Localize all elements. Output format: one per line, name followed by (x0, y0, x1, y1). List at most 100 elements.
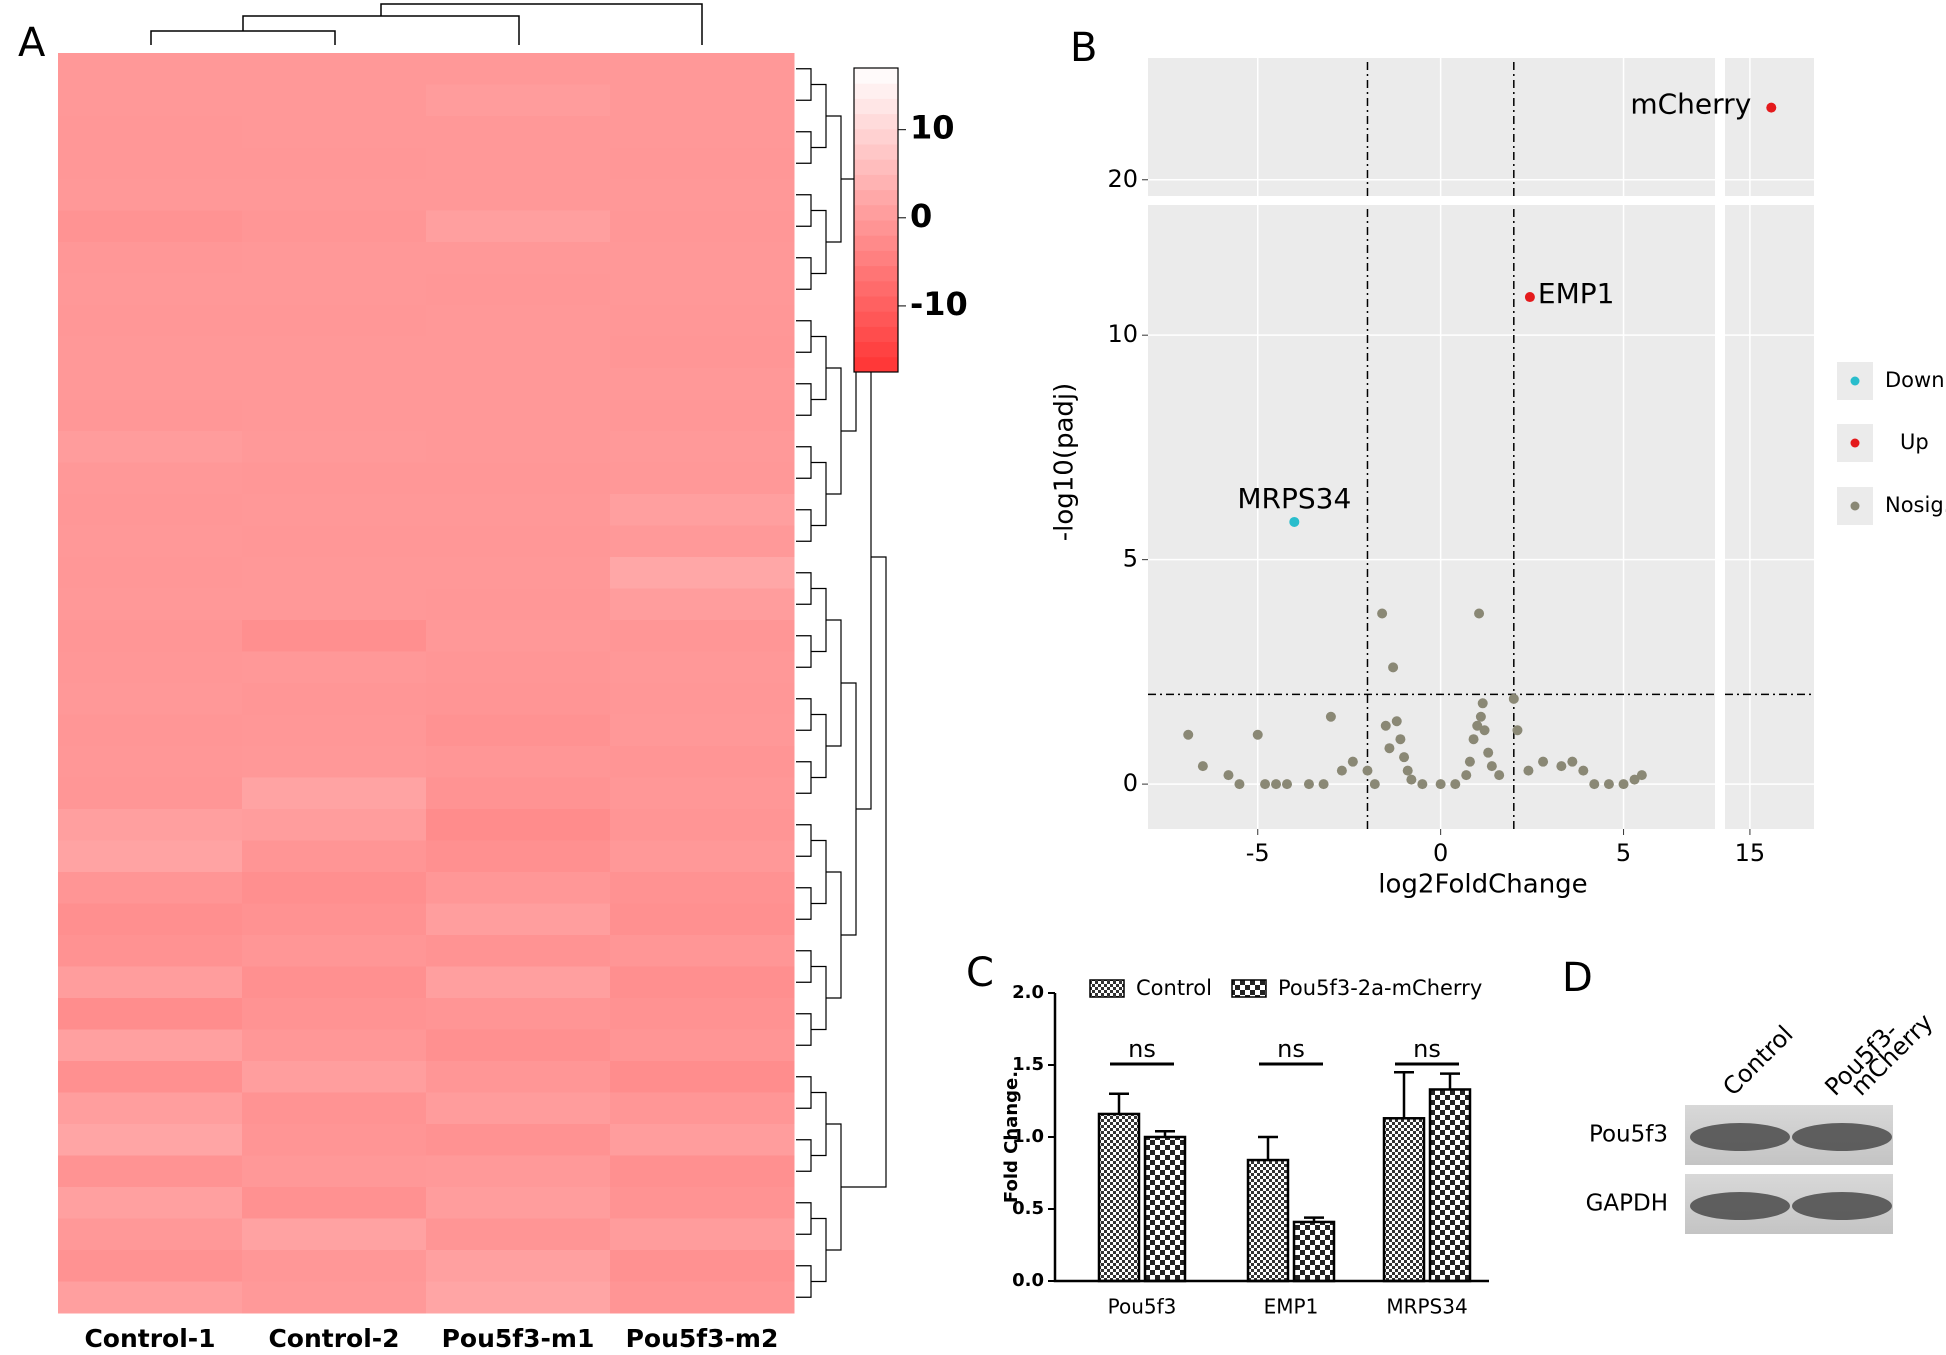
heatmap-cell (58, 683, 243, 715)
heatmap-cell (58, 651, 243, 684)
heatmap-cell (610, 1029, 795, 1062)
heatmap-cell (58, 746, 243, 778)
colorbar-step (854, 83, 898, 99)
point (1477, 698, 1488, 709)
heatmap-cell (58, 998, 243, 1030)
row-dendrogram (796, 257, 812, 290)
y-tick-label: 2.0 (1012, 982, 1044, 1003)
row-dendrogram (811, 587, 827, 653)
heatmap-cell (426, 399, 611, 432)
colorbar-step (854, 174, 898, 191)
heatmap-cell (426, 714, 611, 747)
heatmap-cell (610, 494, 795, 526)
point (1347, 756, 1358, 767)
row-dendrogram (796, 887, 812, 920)
heatmap-cell (610, 1250, 795, 1282)
heatmap-cell (426, 840, 611, 873)
point (1475, 711, 1486, 722)
column-label: Control-2 (268, 1324, 399, 1353)
significance-label: ns (1413, 1035, 1441, 1063)
heatmap-cell (58, 809, 243, 841)
panel-label: B (1070, 25, 1097, 71)
row-dendrogram (796, 68, 812, 101)
heatmap-cell (58, 1092, 243, 1125)
heatmap-cell (242, 210, 427, 243)
row-dendrogram (796, 572, 812, 605)
y-axis-title: -log10(padj) (1050, 383, 1080, 542)
heatmap-cell (58, 494, 243, 526)
heatmap-cell (242, 494, 427, 526)
heatmap-cell (242, 1250, 427, 1282)
heatmap-cell (58, 588, 243, 621)
y-tick-label: 0.0 (1012, 1270, 1044, 1291)
point (1336, 765, 1347, 776)
row-dendrogram (841, 556, 887, 1188)
point (1289, 516, 1300, 527)
error-bar (1394, 1070, 1414, 1119)
point (1464, 756, 1475, 767)
y-tick-label: 0 (1123, 769, 1138, 797)
heatmap-cell (610, 998, 795, 1030)
row-dendrogram (856, 304, 872, 810)
row-dendrogram (796, 383, 812, 416)
heatmap-cell (58, 368, 243, 400)
panel-label: A (18, 20, 46, 66)
heatmap-cell (242, 1092, 427, 1125)
point (1589, 779, 1600, 790)
point (1578, 765, 1589, 776)
point (1538, 756, 1549, 767)
heatmap-cell (426, 525, 611, 558)
heatmap-cell (610, 431, 795, 463)
heatmap-cell (58, 903, 243, 936)
colorbar-step (854, 204, 898, 221)
significance-label: ns (1128, 1035, 1156, 1063)
heatmap-cell (426, 1092, 611, 1125)
heatmap-cell (610, 84, 795, 117)
bar (1097, 1112, 1141, 1283)
heatmap-cell (242, 305, 427, 337)
heatmap-cell (242, 1061, 427, 1093)
point (1556, 761, 1567, 772)
heatmap-cell (426, 777, 611, 810)
row-dendrogram (796, 635, 812, 668)
point (1618, 779, 1629, 790)
heatmap-cell (242, 368, 427, 400)
row-dendrogram (826, 115, 842, 243)
heatmap-cell (58, 966, 243, 999)
point (1567, 756, 1578, 767)
bar (1428, 1088, 1472, 1283)
plot-panel (1148, 58, 1715, 196)
row-label: GAPDH (1586, 1191, 1668, 1217)
y-tick-label: 0.5 (1012, 1198, 1044, 1219)
point (1603, 779, 1614, 790)
heatmap-cell (426, 1250, 611, 1282)
point (1402, 765, 1413, 776)
heatmap-cell (58, 525, 243, 558)
lane-label: Control (1717, 1020, 1798, 1101)
point (1523, 765, 1534, 776)
heatmap-cell (610, 399, 795, 432)
row-dendrogram (826, 871, 842, 999)
heatmap-cell (58, 620, 243, 652)
heatmap-cell (242, 462, 427, 495)
point (1483, 747, 1494, 758)
heatmap-cell (242, 525, 427, 558)
point (1377, 608, 1388, 619)
legend-label: Pou5f3-2a-mCherry (1278, 976, 1482, 1000)
heatmap-cell (58, 777, 243, 810)
colorbar-tick-label: 0 (910, 197, 932, 235)
heatmap-cell (426, 651, 611, 684)
significance-label: ns (1277, 1035, 1305, 1063)
x-tick-label: EMP1 (1264, 1295, 1319, 1319)
heatmap-cell (610, 872, 795, 904)
colorbar-step (854, 326, 898, 343)
y-tick-label: 20 (1107, 165, 1138, 193)
heatmap-cell (426, 588, 611, 621)
heatmap-cell (610, 1281, 795, 1314)
heatmap-cell (58, 399, 243, 432)
heatmap-cell (610, 179, 795, 211)
heatmap-cell (242, 1218, 427, 1251)
heatmap-cell (58, 305, 243, 337)
heatmap-cell (610, 210, 795, 243)
row-dendrogram (826, 619, 842, 747)
